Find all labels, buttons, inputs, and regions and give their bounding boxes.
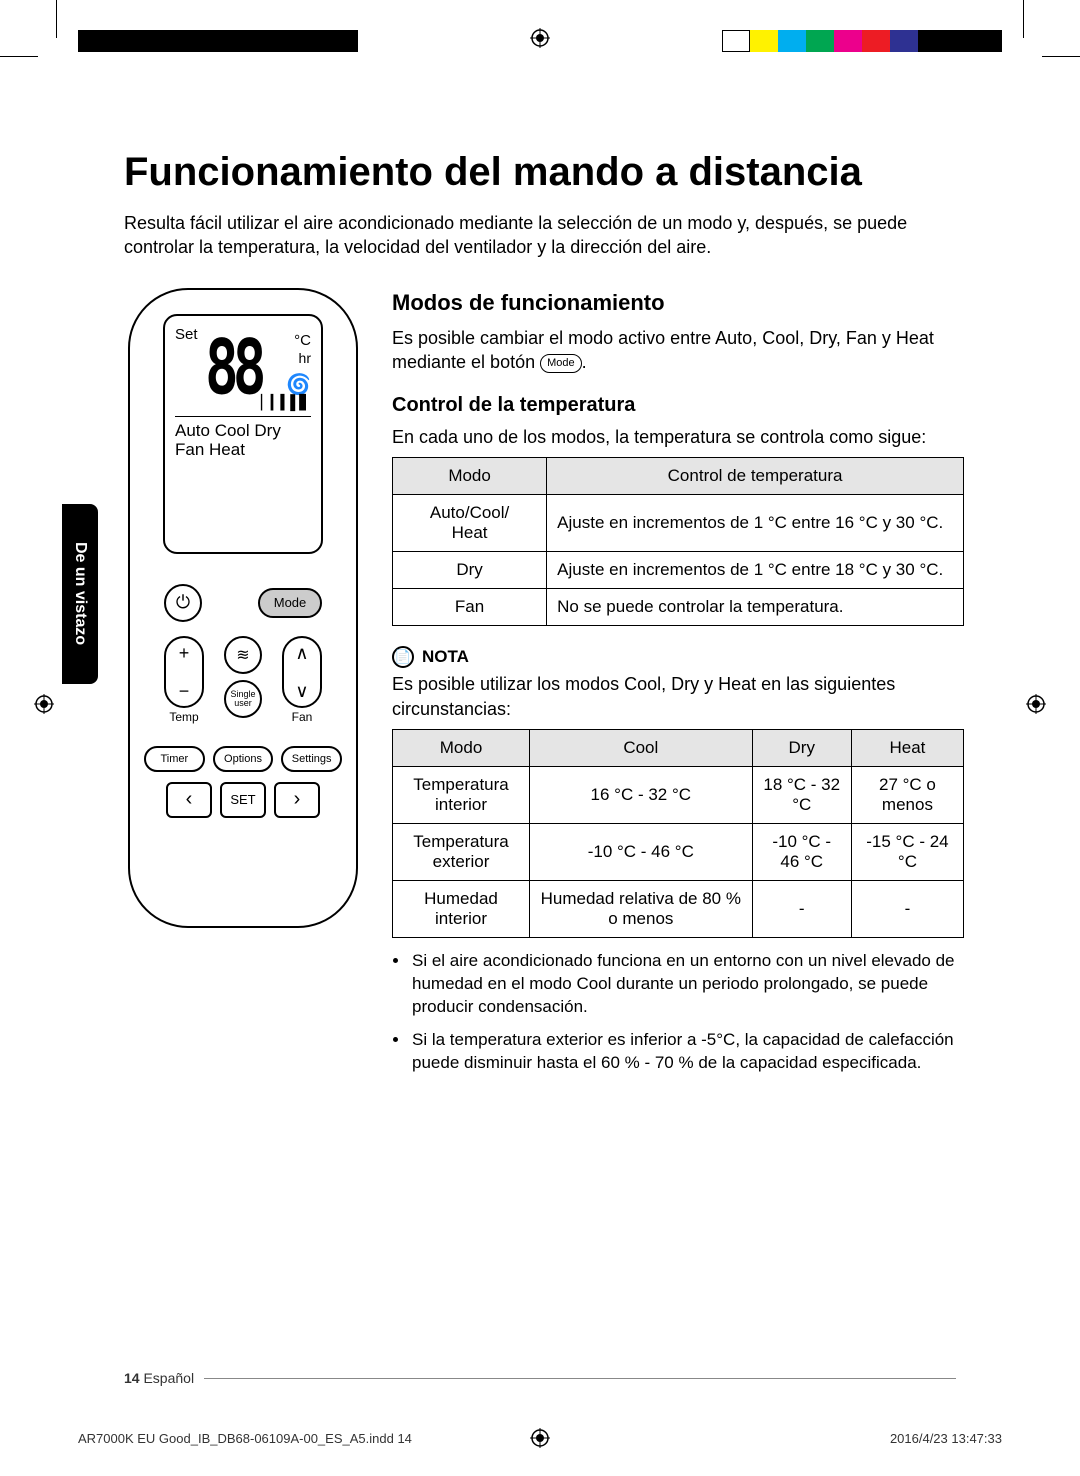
options-button[interactable]: Options [213, 746, 274, 772]
table-header: Cool [530, 730, 753, 767]
table-header: Dry [752, 730, 851, 767]
table-cell: Fan [393, 589, 547, 626]
fan-label: Fan [292, 710, 313, 724]
note-icon: 📄 [392, 646, 414, 668]
table-cell: -15 °C - 24 °C [851, 824, 963, 881]
swing-button[interactable]: ≋ [224, 636, 262, 674]
intro-text: Resulta fácil utilizar el aire acondicio… [124, 211, 964, 260]
registration-mark-top [530, 28, 550, 48]
remote-illustration: Set 88 °C hr 🌀 ▏▎▍▌▋ Auto Cool Dry Fan H… [128, 288, 364, 1085]
table-cell: -10 °C - 46 °C [530, 824, 753, 881]
page-language: Español [143, 1370, 194, 1386]
mode-button[interactable]: Mode [258, 588, 322, 618]
table-cell: 18 °C - 32 °C [752, 767, 851, 824]
lcd-digits: 88 [205, 324, 260, 412]
temp-up-icon: + [179, 644, 190, 662]
registration-mark-left [34, 694, 54, 714]
note-bullets: Si el aire acondicionado funciona en un … [410, 950, 964, 1075]
print-colorbar-right [722, 30, 1002, 52]
fan-down-icon: ∨ [295, 682, 308, 700]
table-cell: Temperatura interior [393, 767, 530, 824]
list-item: Si el aire acondicionado funciona en un … [410, 950, 964, 1019]
table-cell: 27 °C o menos [851, 767, 963, 824]
table-header: Modo [393, 730, 530, 767]
page-number: 14 [124, 1370, 140, 1386]
lcd-unit: °C [294, 332, 311, 349]
table-cell: Humedad relativa de 80 % o menos [530, 881, 753, 938]
temp-label: Temp [169, 710, 198, 724]
print-colorbar-left [78, 30, 358, 52]
set-button[interactable]: SET [220, 782, 266, 818]
temp-down-icon: − [179, 682, 190, 700]
modes-heading: Modos de funcionamiento [392, 290, 964, 316]
table-cell: Ajuste en incrementos de 1 °C entre 18 °… [547, 552, 964, 589]
power-button[interactable]: ⏻ [164, 584, 202, 622]
t1-h1: Modo [393, 458, 547, 495]
registration-mark-right [1026, 694, 1046, 714]
page-footer: 14 Español [124, 1370, 956, 1386]
table-cell: Humedad interior [393, 881, 530, 938]
note-paragraph: Es posible utilizar los modos Cool, Dry … [392, 672, 964, 721]
lcd-modes: Auto Cool Dry Fan Heat [175, 416, 311, 460]
mode-pill-icon: Mode [540, 354, 582, 373]
temp-heading: Control de la temperatura [392, 394, 964, 417]
remote-lcd: Set 88 °C hr 🌀 ▏▎▍▌▋ Auto Cool Dry Fan H… [163, 314, 323, 554]
temp-paragraph: En cada uno de los modos, la temperatura… [392, 425, 964, 449]
table-cell: Auto/Cool/ Heat [393, 495, 547, 552]
fan-rocker[interactable]: ∧ ∨ [282, 636, 322, 708]
nav-right-button[interactable]: › [274, 782, 320, 818]
nav-left-button[interactable]: ‹ [166, 782, 212, 818]
table-header: Heat [851, 730, 963, 767]
fan-up-icon: ∧ [295, 644, 308, 662]
conditions-table: ModoCoolDryHeat Temperatura interior16 °… [392, 729, 964, 938]
temp-rocker[interactable]: + − [164, 636, 204, 708]
lcd-hr: hr [299, 350, 311, 366]
print-stamp: 2016/4/23 13:47:33 [890, 1431, 1002, 1446]
timer-button[interactable]: Timer [144, 746, 205, 772]
temp-control-table: Modo Control de temperatura Auto/Cool/ H… [392, 457, 964, 626]
settings-button[interactable]: Settings [281, 746, 342, 772]
single-user-button[interactable]: Single user [224, 680, 262, 718]
table-cell: -10 °C - 46 °C [752, 824, 851, 881]
fan-bars-icon: ▏▎▍▌▋ [261, 394, 309, 411]
table-cell: Ajuste en incrementos de 1 °C entre 16 °… [547, 495, 964, 552]
table-cell: - [851, 881, 963, 938]
table-cell: - [752, 881, 851, 938]
print-footer: AR7000K EU Good_IB_DB68-06109A-00_ES_A5.… [78, 1431, 1002, 1446]
note-label: NOTA [422, 647, 469, 667]
list-item: Si la temperatura exterior es inferior a… [410, 1029, 964, 1075]
t1-h2: Control de temperatura [547, 458, 964, 495]
modes-paragraph: Es posible cambiar el modo activo entre … [392, 326, 964, 375]
table-cell: Temperatura exterior [393, 824, 530, 881]
table-cell: 16 °C - 32 °C [530, 767, 753, 824]
section-tab: De un vistazo [62, 504, 98, 684]
table-cell: Dry [393, 552, 547, 589]
page-title: Funcionamiento del mando a distancia [124, 150, 964, 195]
table-cell: No se puede controlar la temperatura. [547, 589, 964, 626]
print-file: AR7000K EU Good_IB_DB68-06109A-00_ES_A5.… [78, 1431, 412, 1446]
